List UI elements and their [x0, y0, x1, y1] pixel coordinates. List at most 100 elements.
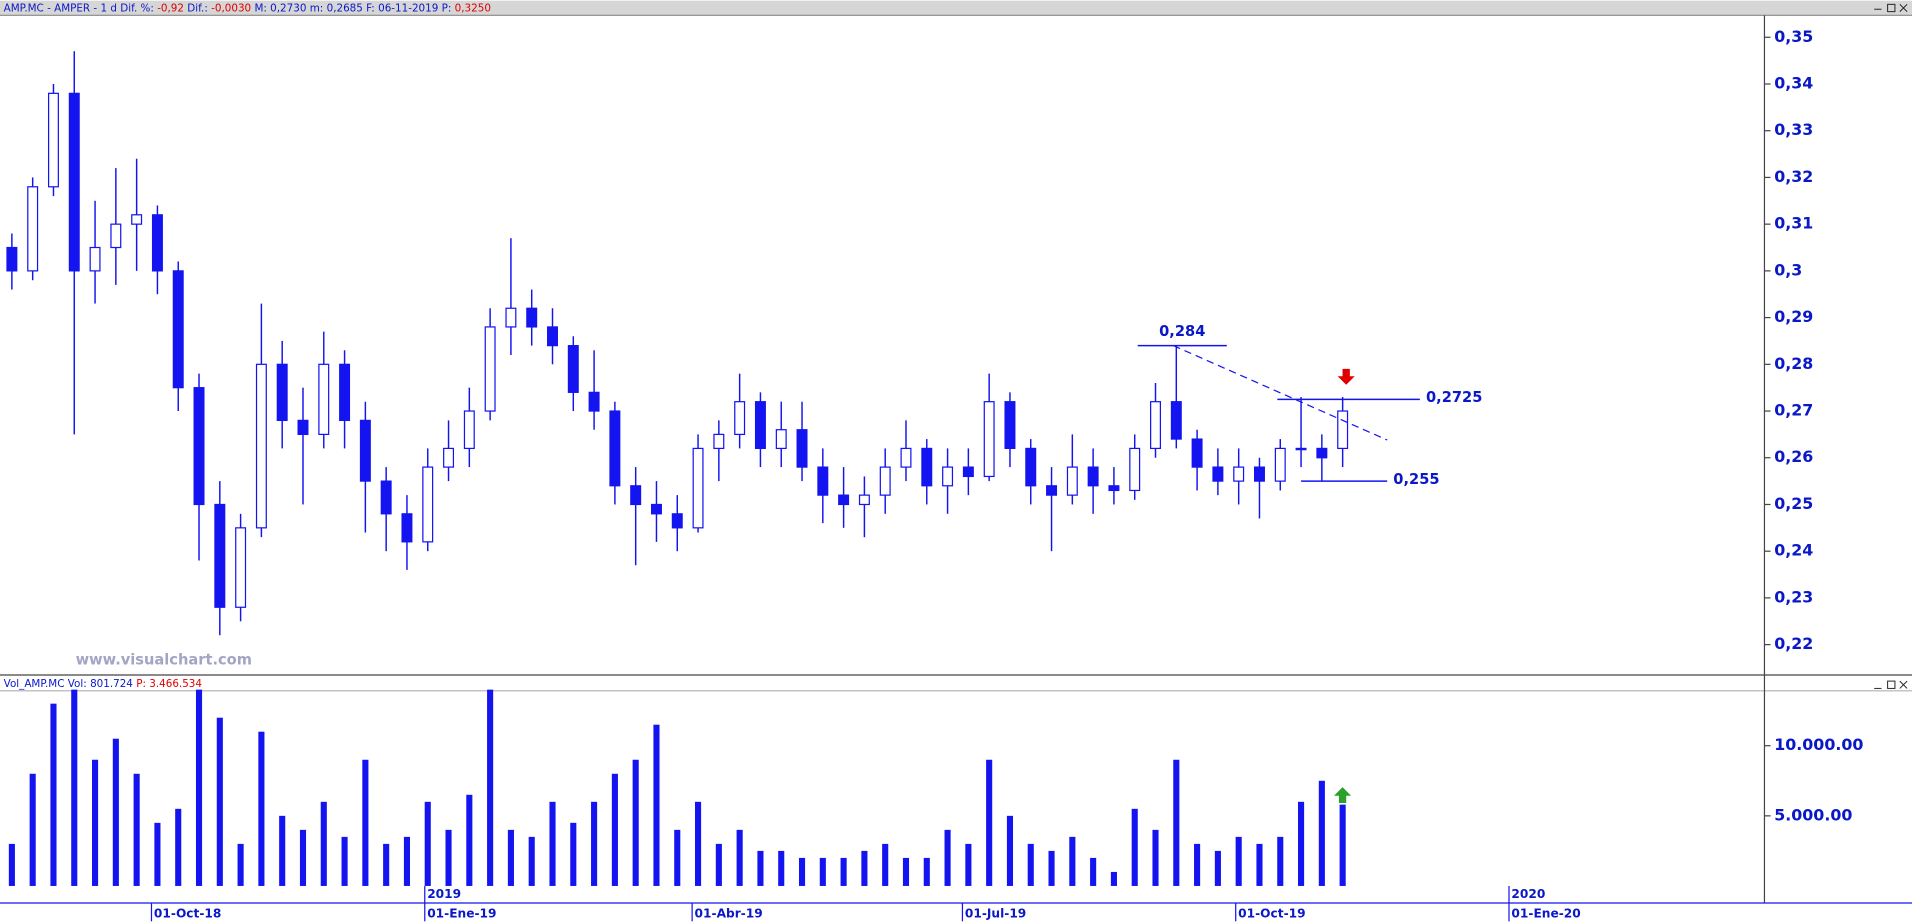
volume-bar	[133, 773, 140, 886]
y-tick-label: 0,26	[1774, 447, 1813, 466]
y-tick-label: 0,35	[1774, 27, 1813, 46]
volume-bar	[237, 843, 244, 886]
field-value: -0,92	[157, 3, 184, 15]
candle-body	[650, 503, 662, 515]
volume-bar	[736, 829, 743, 886]
field-label: M:	[254, 3, 266, 15]
candle-body	[339, 363, 351, 421]
x-tick-label: 01-Jul-19	[965, 907, 1026, 921]
sell-arrow	[1337, 368, 1355, 385]
candle-body	[588, 391, 600, 412]
field-label: Vol:	[68, 678, 87, 690]
candle-body	[817, 466, 829, 496]
volume-window-buttons[interactable]	[1874, 680, 1908, 689]
candle-body	[214, 503, 226, 608]
volume-bar	[1318, 780, 1325, 886]
candle-body	[1129, 447, 1141, 492]
x-tick-label: 01-Abr-19	[695, 907, 763, 921]
field-label: F:	[366, 3, 375, 15]
volume-bar	[798, 857, 806, 886]
volume-header-text: Vol_AMP.MC Vol: 801.724 P: 3.466.534	[4, 678, 203, 690]
volume-bar	[1152, 829, 1159, 886]
y-tick-label: 0,22	[1774, 634, 1813, 653]
close-button[interactable]	[1899, 680, 1908, 689]
volume-bar	[986, 759, 993, 886]
volume-bar	[570, 822, 577, 886]
candle-body	[1004, 401, 1016, 450]
volume-bar	[8, 843, 15, 886]
volume-bar	[507, 829, 514, 886]
y-tick-label: 0,32	[1774, 167, 1813, 186]
volume-bar	[1131, 808, 1138, 886]
candle-body	[1191, 438, 1203, 468]
candle-body	[1253, 466, 1265, 482]
volume-bar	[403, 836, 411, 886]
volume-bar	[674, 829, 681, 886]
header-text: AMP.MC - AMPER - 1 d Dif. %: -0,92 Dif.:…	[4, 3, 491, 15]
volume-bar	[632, 759, 639, 886]
field-label: Dif.:	[187, 3, 208, 15]
volume-bar	[591, 801, 598, 886]
volume-bar	[195, 689, 203, 886]
maximize-button[interactable]	[1887, 680, 1896, 689]
volume-bar	[1277, 836, 1284, 886]
field-value: -0,0030	[211, 3, 251, 15]
volume-bar	[424, 801, 431, 886]
candle-body	[1025, 447, 1037, 487]
candle-body	[1170, 401, 1182, 440]
candle-body	[942, 466, 954, 487]
candle-body	[422, 466, 434, 543]
level-label: 0,2725	[1426, 389, 1482, 406]
volume-bar	[549, 801, 556, 886]
candle-body	[1295, 447, 1307, 451]
watermark: www.visualchart.com	[76, 651, 252, 668]
level-label: 0,255	[1393, 471, 1439, 488]
candle-body	[796, 429, 808, 468]
y-tick-label: 0,33	[1774, 120, 1813, 139]
y-tick-label: 0,31	[1774, 214, 1813, 233]
field-value: 0,2730	[270, 3, 306, 15]
field-label: Dif. %:	[120, 3, 154, 15]
symbol: AMP.MC - AMPER -	[4, 3, 98, 15]
candle-body	[754, 401, 766, 450]
x-tick-label: 01-Ene-19	[427, 907, 496, 921]
candle-body	[962, 466, 974, 478]
volume-bar	[1090, 857, 1097, 886]
close-button[interactable]	[1899, 3, 1908, 13]
y-tick-label: 0,34	[1774, 73, 1813, 92]
field-value: 0,2685	[327, 3, 363, 15]
volume-bar	[92, 759, 99, 886]
volume-bar	[1027, 843, 1034, 886]
y-tick-label: 5.000.00	[1774, 805, 1852, 824]
volume-bar	[1110, 871, 1117, 886]
volume-bar	[653, 724, 660, 886]
window-buttons[interactable]	[1874, 3, 1908, 13]
candle-body	[671, 513, 683, 529]
volume-bar	[487, 689, 494, 886]
candle-body	[276, 363, 288, 421]
volume-bar	[112, 738, 119, 886]
candle-body	[734, 401, 746, 436]
candle-body	[838, 494, 850, 506]
candle-body	[443, 447, 455, 468]
volume-bar	[861, 850, 868, 886]
volume-bar	[819, 857, 826, 886]
header-bar	[0, 0, 1912, 16]
candle-body	[1212, 466, 1224, 482]
candle-body	[359, 419, 371, 482]
candle-body	[380, 480, 392, 515]
maximize-button[interactable]	[1887, 3, 1896, 13]
level-label: 0,284	[1159, 323, 1205, 340]
volume-bar	[1194, 843, 1201, 886]
candle-body	[484, 326, 496, 412]
candle-body	[463, 410, 475, 450]
y-tick-label: 0,25	[1774, 494, 1813, 513]
candle-body	[255, 363, 267, 529]
candle-body	[193, 387, 205, 506]
candle-body	[47, 92, 59, 188]
candle-body	[172, 270, 184, 389]
volume-bar	[528, 836, 535, 886]
volume-bar	[1235, 836, 1242, 886]
